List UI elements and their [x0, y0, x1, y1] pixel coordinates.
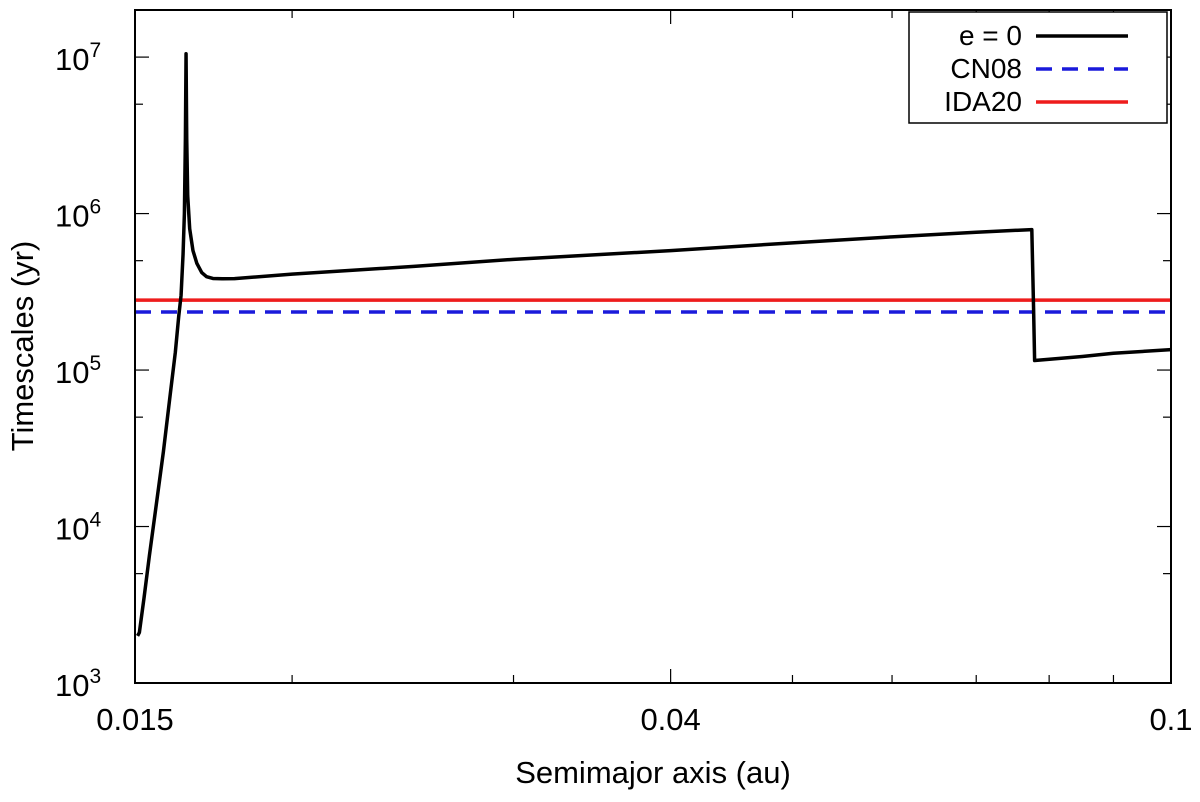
y-tick-label: 104 [55, 509, 101, 547]
legend-label: CN08 [950, 53, 1022, 84]
y-tick-label: 105 [55, 352, 101, 390]
x-axis-title: Semimajor axis (au) [515, 755, 791, 790]
legend-label: e = 0 [959, 20, 1022, 51]
legend-label: IDA20 [944, 86, 1022, 117]
y-tick-label: 106 [55, 196, 101, 234]
x-tick-label: 0.1 [1149, 702, 1192, 737]
series-line-e-0 [136, 52, 1171, 637]
y-axis-title: Timescales (yr) [5, 241, 40, 452]
x-tick-label: 0.04 [640, 702, 700, 737]
y-tick-label: 107 [55, 39, 101, 77]
plot-frame [134, 9, 1172, 684]
x-tick-label: 0.015 [96, 702, 174, 737]
y-tick-label: 103 [55, 665, 101, 703]
